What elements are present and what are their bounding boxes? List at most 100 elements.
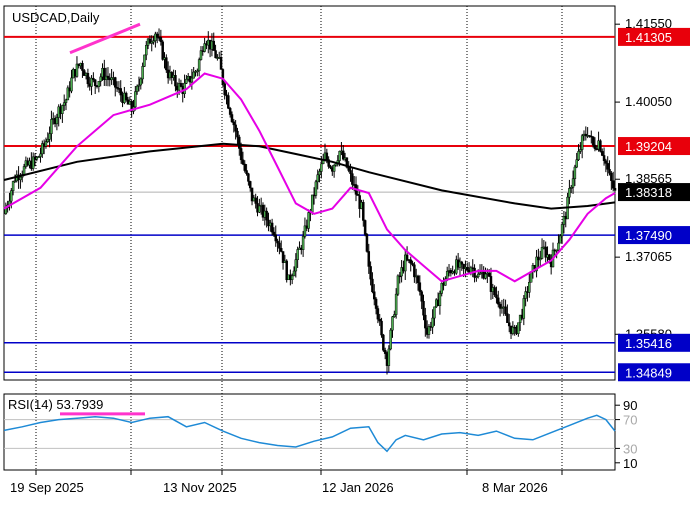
candle-body — [177, 83, 181, 91]
candle-body — [573, 166, 577, 180]
candle-body — [351, 173, 354, 185]
candle-body — [424, 314, 427, 329]
candle-body — [90, 77, 93, 87]
candle-body — [522, 298, 526, 319]
candle-body — [124, 92, 128, 101]
candle-body — [611, 180, 615, 189]
candle-body — [418, 282, 422, 292]
candle-body — [214, 50, 217, 59]
candle-body — [228, 108, 232, 115]
candle-body — [489, 276, 493, 292]
candle-body — [571, 178, 575, 188]
candle-body — [81, 63, 84, 71]
candle-body — [254, 197, 257, 204]
candle-body — [46, 139, 50, 142]
candle-body — [134, 91, 137, 108]
candle-body — [130, 101, 133, 112]
fast-moving-average-line — [3, 72, 616, 283]
candle-body — [517, 322, 520, 334]
candle-body — [394, 293, 398, 315]
candle-body — [155, 33, 159, 38]
candle-body — [97, 81, 101, 87]
candle-body — [484, 273, 487, 279]
candle-body — [475, 276, 478, 279]
candle-body — [75, 63, 79, 77]
candle-body — [404, 254, 407, 272]
level-price-badge — [618, 137, 690, 156]
candle-body — [604, 160, 608, 164]
candle-body — [50, 119, 53, 134]
current-price-label: 1.38318 — [625, 185, 672, 200]
candle-body — [223, 83, 226, 96]
level-price-label: 1.35416 — [625, 336, 672, 351]
x-tick-label: 8 Mar 2026 — [482, 480, 548, 495]
candle-body — [363, 220, 367, 235]
candle-body — [518, 314, 522, 323]
candle-body — [234, 124, 237, 132]
candle-body — [458, 261, 462, 268]
candle-body — [400, 267, 403, 277]
candle-body — [325, 152, 329, 160]
candle-body — [444, 278, 447, 286]
candle-body — [119, 88, 122, 96]
rsi-y-tick-label: 90 — [623, 398, 637, 413]
candle-body — [185, 78, 188, 84]
candle-body — [440, 282, 443, 294]
candle-body — [106, 75, 110, 79]
candle-body — [560, 224, 564, 237]
level-price-label: 1.34849 — [625, 365, 672, 380]
candle-body — [99, 76, 102, 82]
candle-body — [55, 117, 59, 125]
rsi-y-tick-label: 70 — [623, 413, 637, 428]
candle-body — [345, 157, 349, 168]
candle-body — [199, 50, 203, 60]
candle-body — [349, 170, 352, 174]
candle-body — [320, 163, 323, 172]
candle-body — [66, 87, 70, 101]
candle-body — [416, 275, 420, 283]
candle-body — [13, 180, 17, 183]
candle-body — [462, 263, 465, 269]
slow-moving-average-line — [3, 142, 616, 210]
x-tick-label: 12 Jan 2026 — [322, 480, 394, 495]
candle-body — [557, 242, 560, 251]
candle-body — [314, 181, 318, 196]
candle-body — [37, 156, 40, 158]
candle-body — [610, 172, 613, 181]
candle-body — [420, 291, 423, 302]
candle-body — [369, 266, 372, 280]
candle-body — [41, 143, 44, 155]
candle-body — [239, 148, 243, 161]
candle-body — [374, 298, 378, 309]
candle-body — [48, 133, 51, 140]
candle-body — [11, 181, 15, 191]
candle-body — [495, 294, 498, 299]
candle-body — [179, 83, 183, 87]
candle-body — [540, 247, 544, 259]
candle-body — [161, 41, 164, 60]
candle-body — [296, 249, 299, 260]
candle-body — [593, 144, 597, 149]
y-tick-label: 1.38565 — [625, 171, 672, 186]
rsi-y-tick-label: 30 — [623, 441, 637, 456]
current-price-badge — [618, 183, 690, 202]
candle-body — [506, 313, 509, 323]
candle-body — [568, 188, 571, 198]
candle-body — [70, 77, 73, 92]
candle-body — [170, 72, 174, 78]
candle-body — [378, 318, 381, 322]
candle-body — [159, 37, 163, 43]
candle-body — [493, 287, 496, 296]
candle-body — [174, 75, 177, 87]
candle-body — [341, 150, 345, 160]
rsi-plot-frame — [3, 393, 616, 471]
candle-body — [555, 249, 558, 252]
level-price-badge — [618, 226, 690, 245]
y-tick-label: 1.40050 — [625, 94, 672, 109]
candle-body — [203, 43, 206, 52]
rsi-y-tick-label: 10 — [623, 456, 637, 471]
candle-body — [141, 66, 144, 80]
candle-body — [22, 166, 26, 175]
level-price-badge — [618, 363, 690, 382]
